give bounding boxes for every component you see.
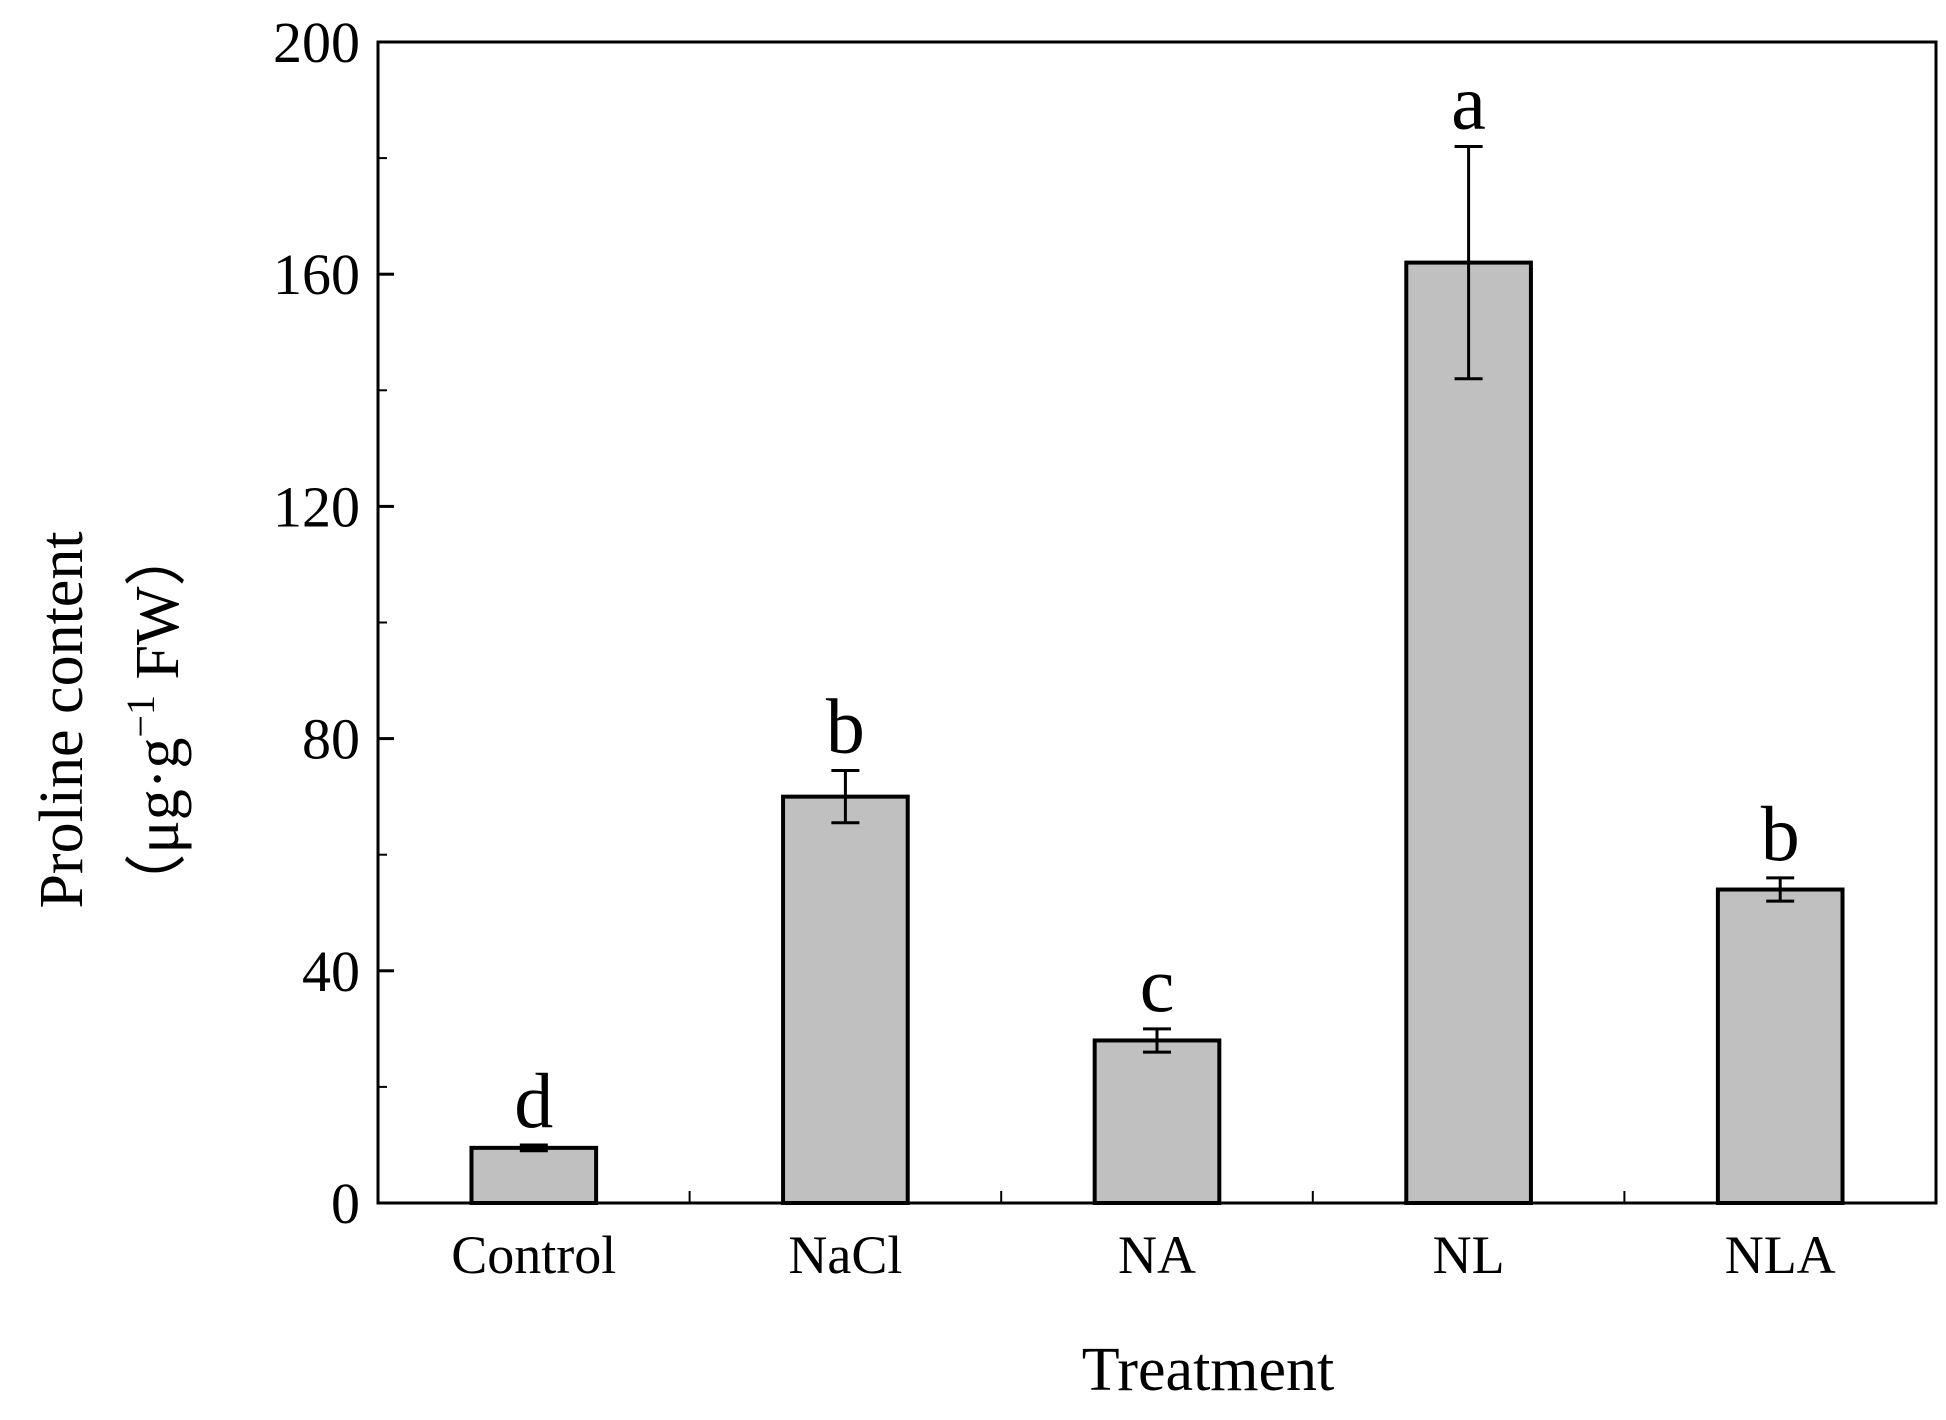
y-axis-title: Proline content — [28, 531, 96, 908]
y-tick-label: 200 — [273, 10, 360, 75]
significance-label: c — [1140, 941, 1175, 1028]
y-tick-label: 120 — [273, 474, 360, 539]
bar — [469, 1145, 599, 1206]
x-axis-title: Treatment — [1082, 1336, 1335, 1404]
y-axis-unit: （μg·g−1 FW） — [118, 525, 192, 916]
y-tick-label: 80 — [302, 707, 360, 772]
bar — [1092, 1038, 1222, 1205]
x-tick-label: Control — [451, 1225, 616, 1285]
y-tick-label: 0 — [331, 1171, 360, 1236]
y-axis-unit-suffix: FW） — [124, 525, 192, 696]
y-axis-unit-prefix: （μg·g — [124, 738, 192, 916]
y-tick-label: 40 — [302, 939, 360, 1004]
significance-label: b — [826, 683, 865, 770]
bar — [781, 794, 910, 1206]
bar — [1715, 887, 1845, 1206]
significance-label: b — [1761, 790, 1800, 877]
x-tick-label: NLA — [1725, 1225, 1836, 1285]
y-tick-label: 160 — [273, 242, 360, 307]
x-tick-label: NA — [1118, 1225, 1196, 1285]
x-tick-label: NL — [1433, 1225, 1505, 1285]
y-axis-unit-superscript: −1 — [118, 695, 163, 738]
x-tick-label: NaCl — [788, 1225, 902, 1285]
bar — [1404, 260, 1533, 1205]
significance-label: a — [1451, 58, 1486, 145]
significance-label: d — [514, 1057, 553, 1144]
